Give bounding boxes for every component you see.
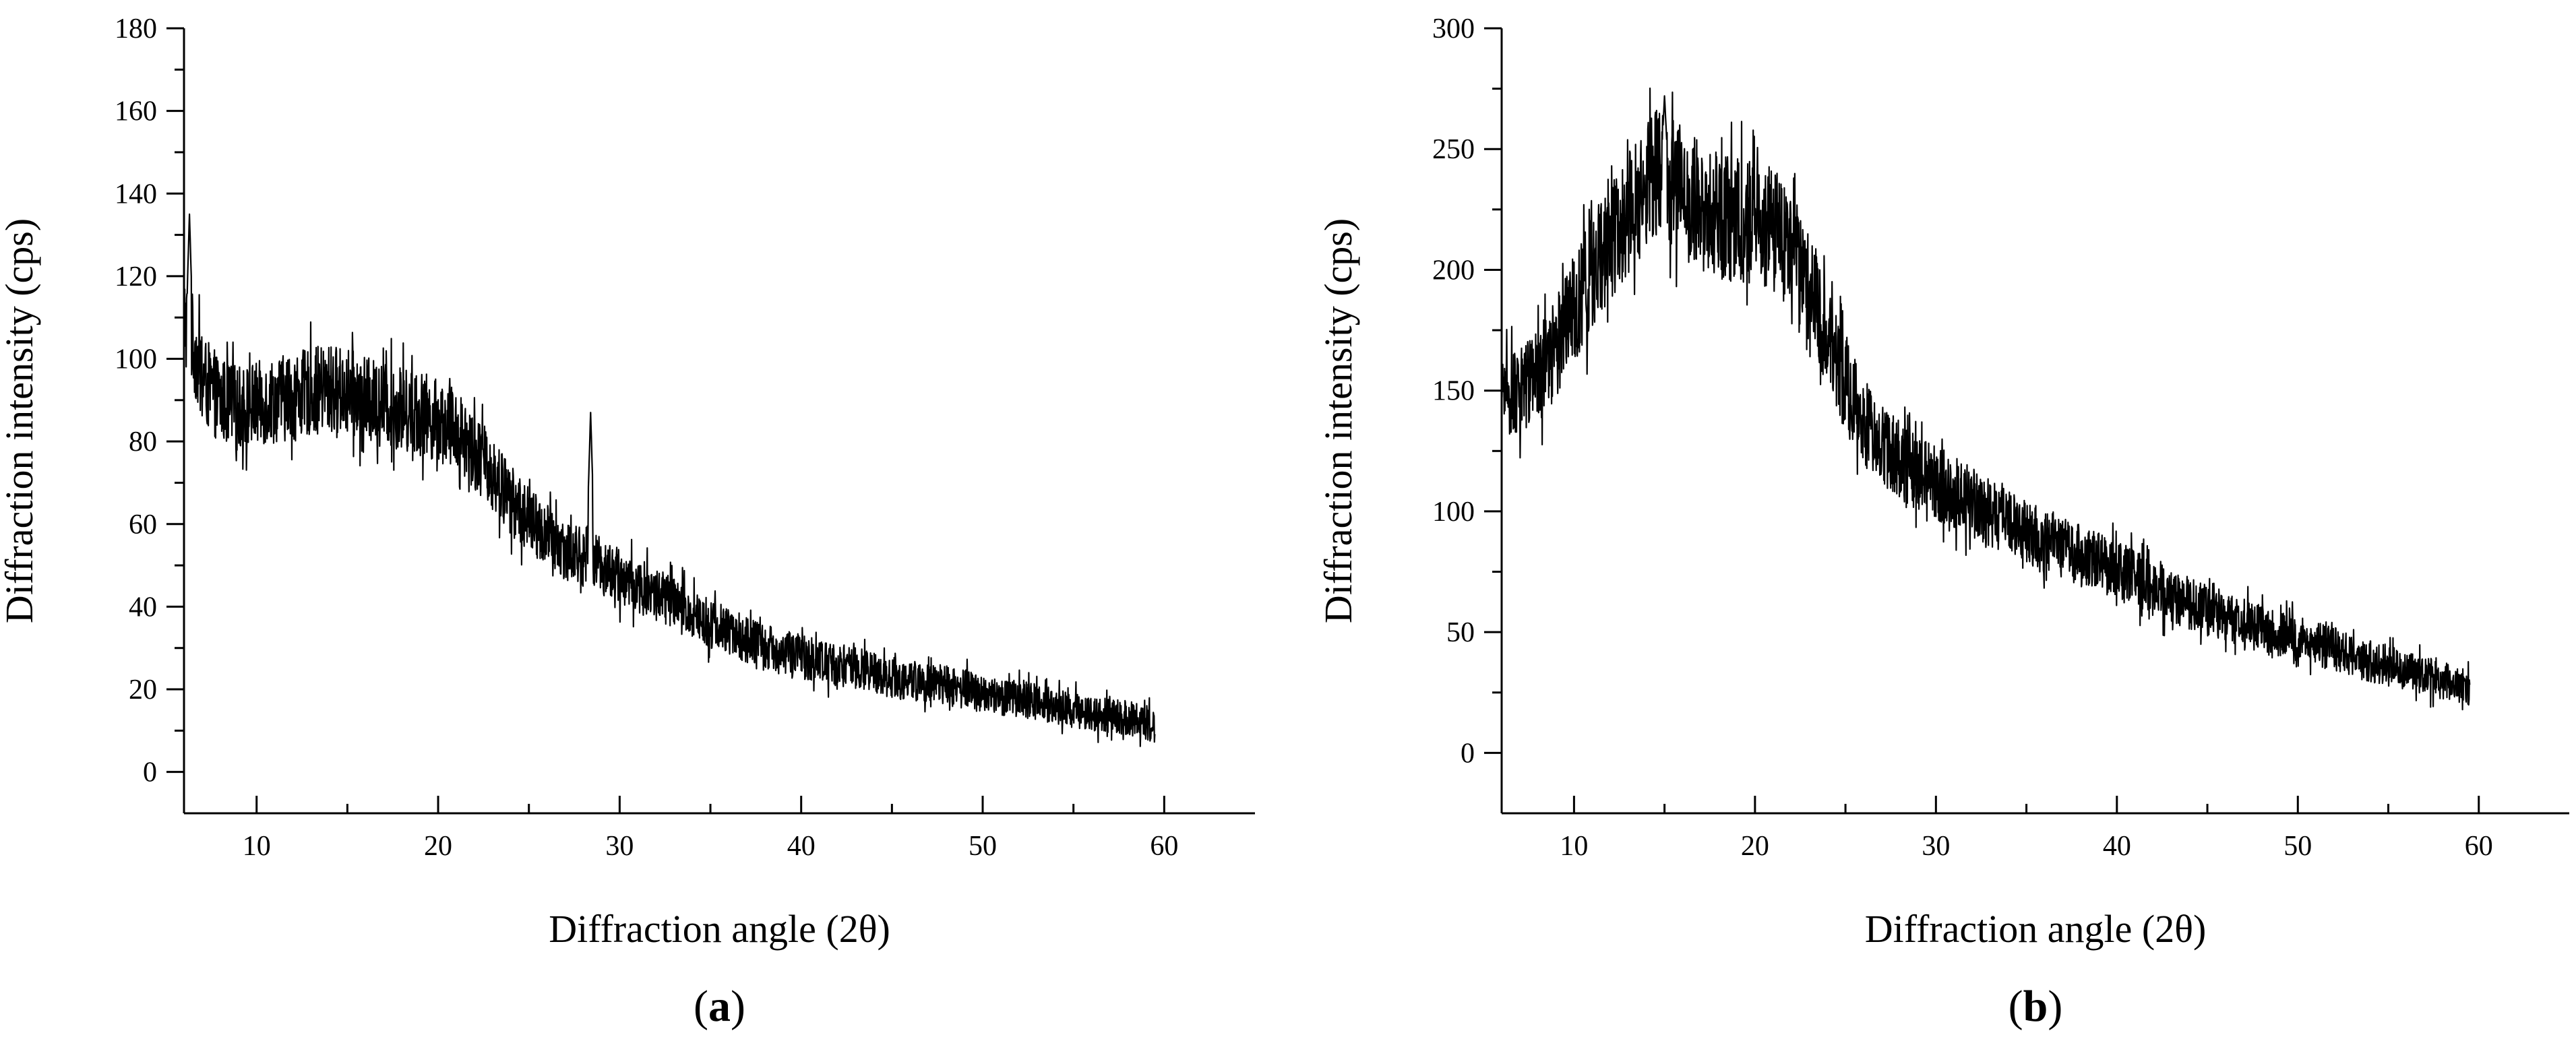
panel-b-x-tick-label: 10 <box>1560 831 1588 862</box>
panel-a-x-tick-label: 10 <box>243 831 271 862</box>
panel-b-y-axis-title: Diffraction intensity (cps) <box>1316 218 1360 623</box>
panel-a-x-tick-label: 40 <box>787 831 816 862</box>
panel-a-y-tick-label: 80 <box>129 427 157 458</box>
panel-a-y-tick-label: 180 <box>115 13 157 44</box>
panel-b-x-tick-label: 50 <box>2283 831 2312 862</box>
panel-a-y-tick-label: 140 <box>115 179 157 210</box>
panel-a-label: (a) <box>694 982 745 1031</box>
panel-a-y-tick-label: 20 <box>129 674 157 705</box>
panel-a-y-tick-label: 100 <box>115 344 157 375</box>
panel-b-y-tick-label: 200 <box>1432 255 1475 286</box>
panel-a-y-tick-label: 160 <box>115 96 157 127</box>
panel-a-x-axis-title: Diffraction angle (2θ) <box>549 907 890 951</box>
panel-b-x-tick-label: 60 <box>2465 831 2493 862</box>
panel-b-y-tick-label: 300 <box>1432 13 1475 44</box>
panel-a-y-tick-label: 120 <box>115 261 157 292</box>
panel-b-y-tick-label: 0 <box>1461 738 1475 769</box>
panel-a-chart: 10 20 30 40 50 60 0 20 40 60 80 100 120 140 160 180 Diff… <box>0 13 1255 1031</box>
panel-b-x-tick-label: 40 <box>2103 831 2131 862</box>
panel-a-x-tick-label: 30 <box>605 831 634 862</box>
panel-b-label: (b) <box>2008 982 2063 1031</box>
panel-b-diffraction-trace <box>1500 87 2471 711</box>
panel-a-y-tick-label: 60 <box>129 509 157 540</box>
panel-a-y-axis-title: Diffraction intensity (cps) <box>0 218 41 623</box>
panel-b-chart: 10 20 30 40 50 60 0 50 100 150 200 250 300 Diffractio… <box>1316 13 2569 1031</box>
panel-b-y-tick-label: 250 <box>1432 134 1475 165</box>
panel-b-x-tick-label: 20 <box>1741 831 1769 862</box>
panel-a-y-tick-label: 40 <box>129 592 157 623</box>
panel-b-y-tick-label: 50 <box>1446 617 1475 648</box>
panel-b-x-tick-label: 30 <box>1922 831 1950 862</box>
panel-b-y-tick-label: 150 <box>1432 376 1475 407</box>
panel-a-y-tick-label: 0 <box>143 757 157 788</box>
panel-a-x-tick-label: 50 <box>969 831 997 862</box>
panel-a-x-tick-label: 20 <box>424 831 452 862</box>
panel-a-diffraction-trace <box>183 213 1156 747</box>
panel-b-y-tick-label: 100 <box>1432 497 1475 528</box>
panel-b-x-axis-title: Diffraction angle (2θ) <box>1865 907 2207 951</box>
panel-a-x-tick-label: 60 <box>1150 831 1178 862</box>
